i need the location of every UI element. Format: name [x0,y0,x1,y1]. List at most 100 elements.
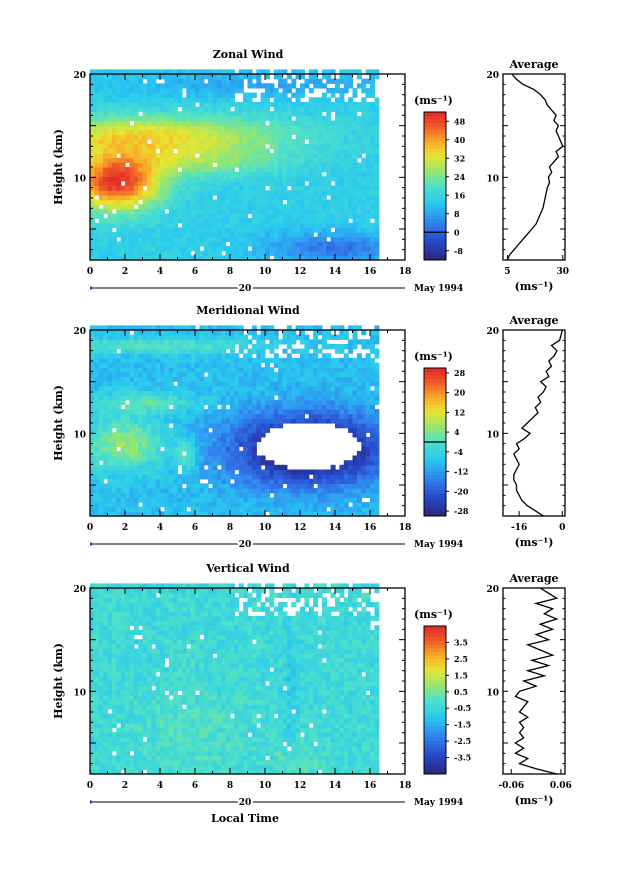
heatmap-cell [326,395,332,401]
heatmap-cell [90,409,95,415]
heatmap-cell [352,232,358,238]
heatmap-cell [94,367,100,373]
heatmap-cell [356,236,362,243]
heatmap-cell [273,404,279,410]
heatmap-cell [138,115,144,122]
heatmap-cell [352,478,358,484]
heatmap-cell [295,134,301,140]
heatmap-cell [107,171,113,177]
heatmap-cell [190,139,196,145]
heatmap-cell [273,157,279,163]
heatmap-cell [247,446,253,452]
heatmap-cell [251,115,257,122]
heatmap-cell [190,502,196,508]
heatmap-cell [339,162,345,168]
heatmap-cell [151,162,157,168]
heatmap-cell [98,74,104,80]
heatmap-cell [212,167,218,173]
heatmap-cell [361,204,367,210]
heatmap-cell [111,185,117,191]
heatmap-cell [238,436,244,443]
heatmap-cell [321,97,327,103]
heatmap-cell [107,194,113,201]
heatmap-cell [269,390,275,396]
heatmap-cell [90,423,95,429]
heatmap-cell [339,88,345,94]
heatmap-cell [90,413,95,419]
heatmap-cell [120,88,126,94]
heatmap-cell [208,469,214,475]
heatmap-cell [168,427,174,433]
heatmap-cell [313,399,319,405]
heatmap-cell [282,404,288,410]
heatmap-cell [339,502,345,508]
heatmap-cell [265,395,270,401]
heatmap-cell [291,190,297,196]
heatmap-cell [370,74,375,80]
heatmap-cell [278,506,284,512]
heatmap-cell [177,143,183,149]
heatmap-cell [116,390,122,396]
heatmap-cell [282,418,288,424]
heatmap-cell [339,344,345,350]
heatmap-cell [256,185,262,191]
heatmap-cell [195,492,200,498]
heatmap-cell [335,148,340,154]
heatmap-cell [273,241,279,247]
heatmap-cell [168,409,174,415]
heatmap-cell [286,97,292,103]
heatmap-cell [321,222,327,229]
heatmap-cell [98,357,104,364]
heatmap-cell [356,357,362,364]
heatmap-cell [98,497,104,503]
heatmap-cell [295,418,301,424]
heatmap-cell [164,255,170,261]
heatmap-cell [234,492,240,498]
heatmap-cell [142,232,148,238]
heatmap-cell [278,106,284,112]
heatmap-cell [103,488,109,494]
heatmap-cell [313,134,319,140]
heatmap-cell [107,441,113,447]
heatmap-cell [326,334,332,340]
heatmap-cell [225,74,231,80]
colorbar-swatch [424,123,446,128]
heatmap-cell [343,74,349,80]
heatmap-cell [133,399,139,405]
heatmap-cell [146,88,152,94]
heatmap-cell [348,250,354,256]
heatmap-cell [125,502,130,508]
heatmap-cell [94,455,100,461]
heatmap-cell [265,371,270,378]
heatmap-cell [374,120,380,126]
heatmap-cell [146,134,152,140]
heatmap-cell [269,246,275,252]
heatmap-cell [181,502,187,508]
heatmap-cell [216,208,222,215]
heatmap-cell [335,483,340,489]
heatmap-cell [190,399,196,405]
heatmap-cell [164,162,170,168]
heatmap-cell [116,120,122,126]
heatmap-cell [151,185,157,191]
heatmap-cell [286,488,292,494]
heatmap-cell [116,199,122,205]
heatmap-cell [251,330,257,336]
heatmap-cell [356,246,362,252]
heatmap-cell [286,367,292,373]
heatmap-cell [195,190,200,196]
heatmap-cell [195,74,200,80]
heatmap-cell [273,413,279,419]
heatmap-cell [230,199,235,205]
heatmap-cell [190,153,196,159]
heatmap-cell [256,241,262,247]
heatmap-cell [335,134,340,140]
heatmap-cell [256,399,262,405]
heatmap-cell [111,69,117,75]
heatmap-cell [199,339,205,345]
heatmap-cell [221,236,227,243]
heatmap-cell [335,492,340,498]
heatmap-cell [195,404,200,410]
heatmap-cell [116,115,122,122]
heatmap-cell [151,362,157,368]
